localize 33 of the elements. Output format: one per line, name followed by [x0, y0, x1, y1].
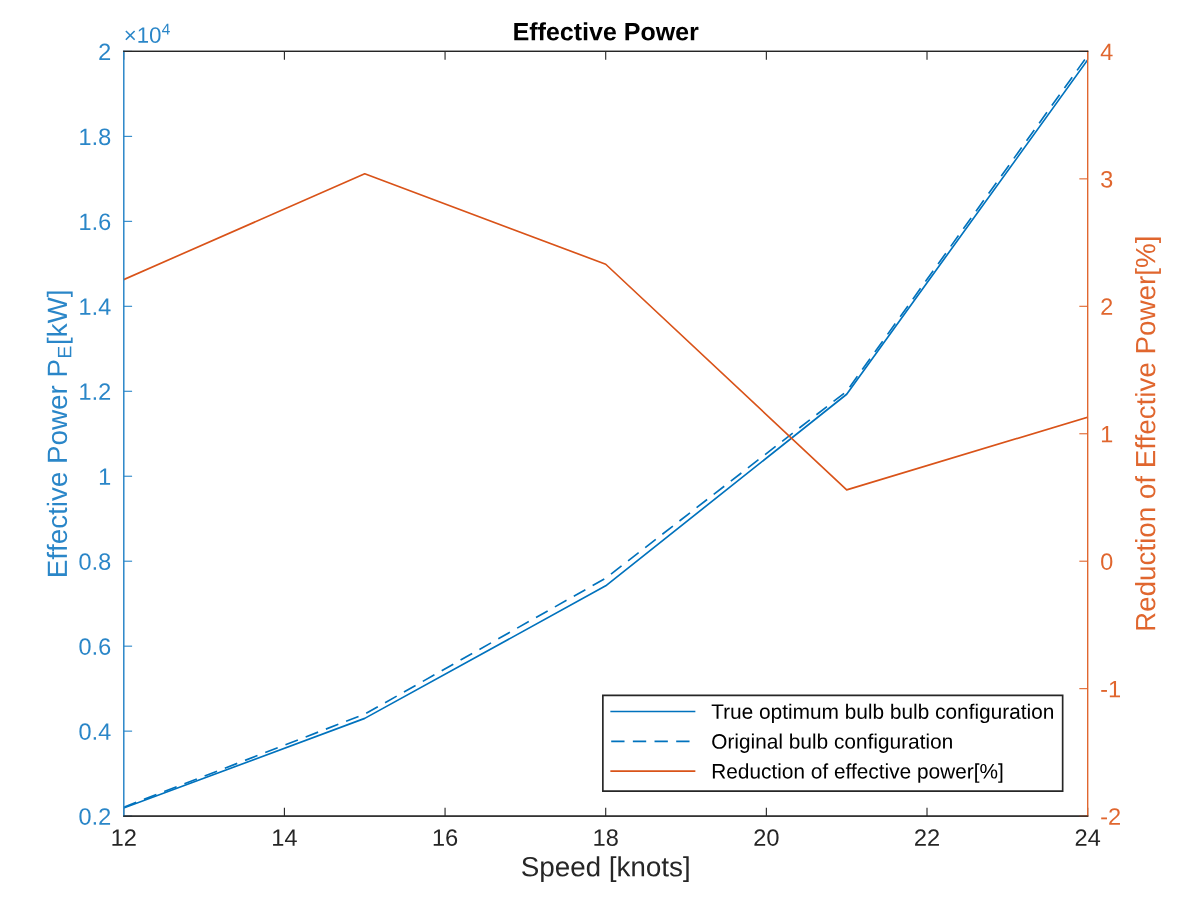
x-tick-label: 14: [273, 829, 297, 846]
y2-tick-label: 0: [1101, 553, 1113, 570]
x-axis-title: Speed [knots]: [522, 856, 689, 883]
y-tick-label: 1.4: [80, 298, 111, 315]
y2-tick-label: -2: [1101, 808, 1120, 825]
legend-label: Original bulb configuration: [712, 733, 952, 753]
y2-tick-label: 3: [1101, 170, 1113, 188]
text: ×10$^{4}$: [125, 23, 170, 43]
y-tick-label: 0.2: [79, 808, 111, 825]
x-tick-label: 24: [1075, 829, 1101, 846]
y-tick-label: 1: [99, 468, 111, 485]
y2-tick-label: 2: [1101, 298, 1113, 315]
y-tick-label: 1.6: [80, 213, 111, 231]
legend-label: Reduction of effective power[%]: [712, 763, 1003, 783]
y2-axis-title: Reduction of Effective Power[%]: [1135, 237, 1161, 630]
y-tick-label: 0.6: [79, 638, 111, 655]
x-tick-label: 18: [594, 829, 618, 846]
y2-tick-label: -1: [1101, 680, 1120, 698]
y-tick-label: 1.8: [80, 128, 111, 146]
chart-title: Effective Power: [514, 22, 699, 41]
y-tick-label: 1.2: [80, 383, 111, 400]
x-tick-label: 12: [112, 829, 136, 846]
y-tick-label: 2: [99, 43, 111, 60]
y2-tick-label: 4: [1100, 43, 1113, 60]
y-axis-title: Effective Power P$_{E}$[kW]: [46, 291, 73, 576]
line-series: [123, 172, 1088, 491]
y2-tick-label: 1: [1101, 426, 1113, 443]
y-tick-label: 0.8: [79, 553, 111, 570]
legend-label: True optimum bulb bulb configuration: [711, 703, 1053, 724]
x-tick-label: 20: [754, 829, 779, 846]
y-tick-label: 0.4: [79, 723, 111, 740]
x-tick-label: 16: [433, 829, 458, 846]
x-tick-label: 22: [915, 829, 939, 846]
